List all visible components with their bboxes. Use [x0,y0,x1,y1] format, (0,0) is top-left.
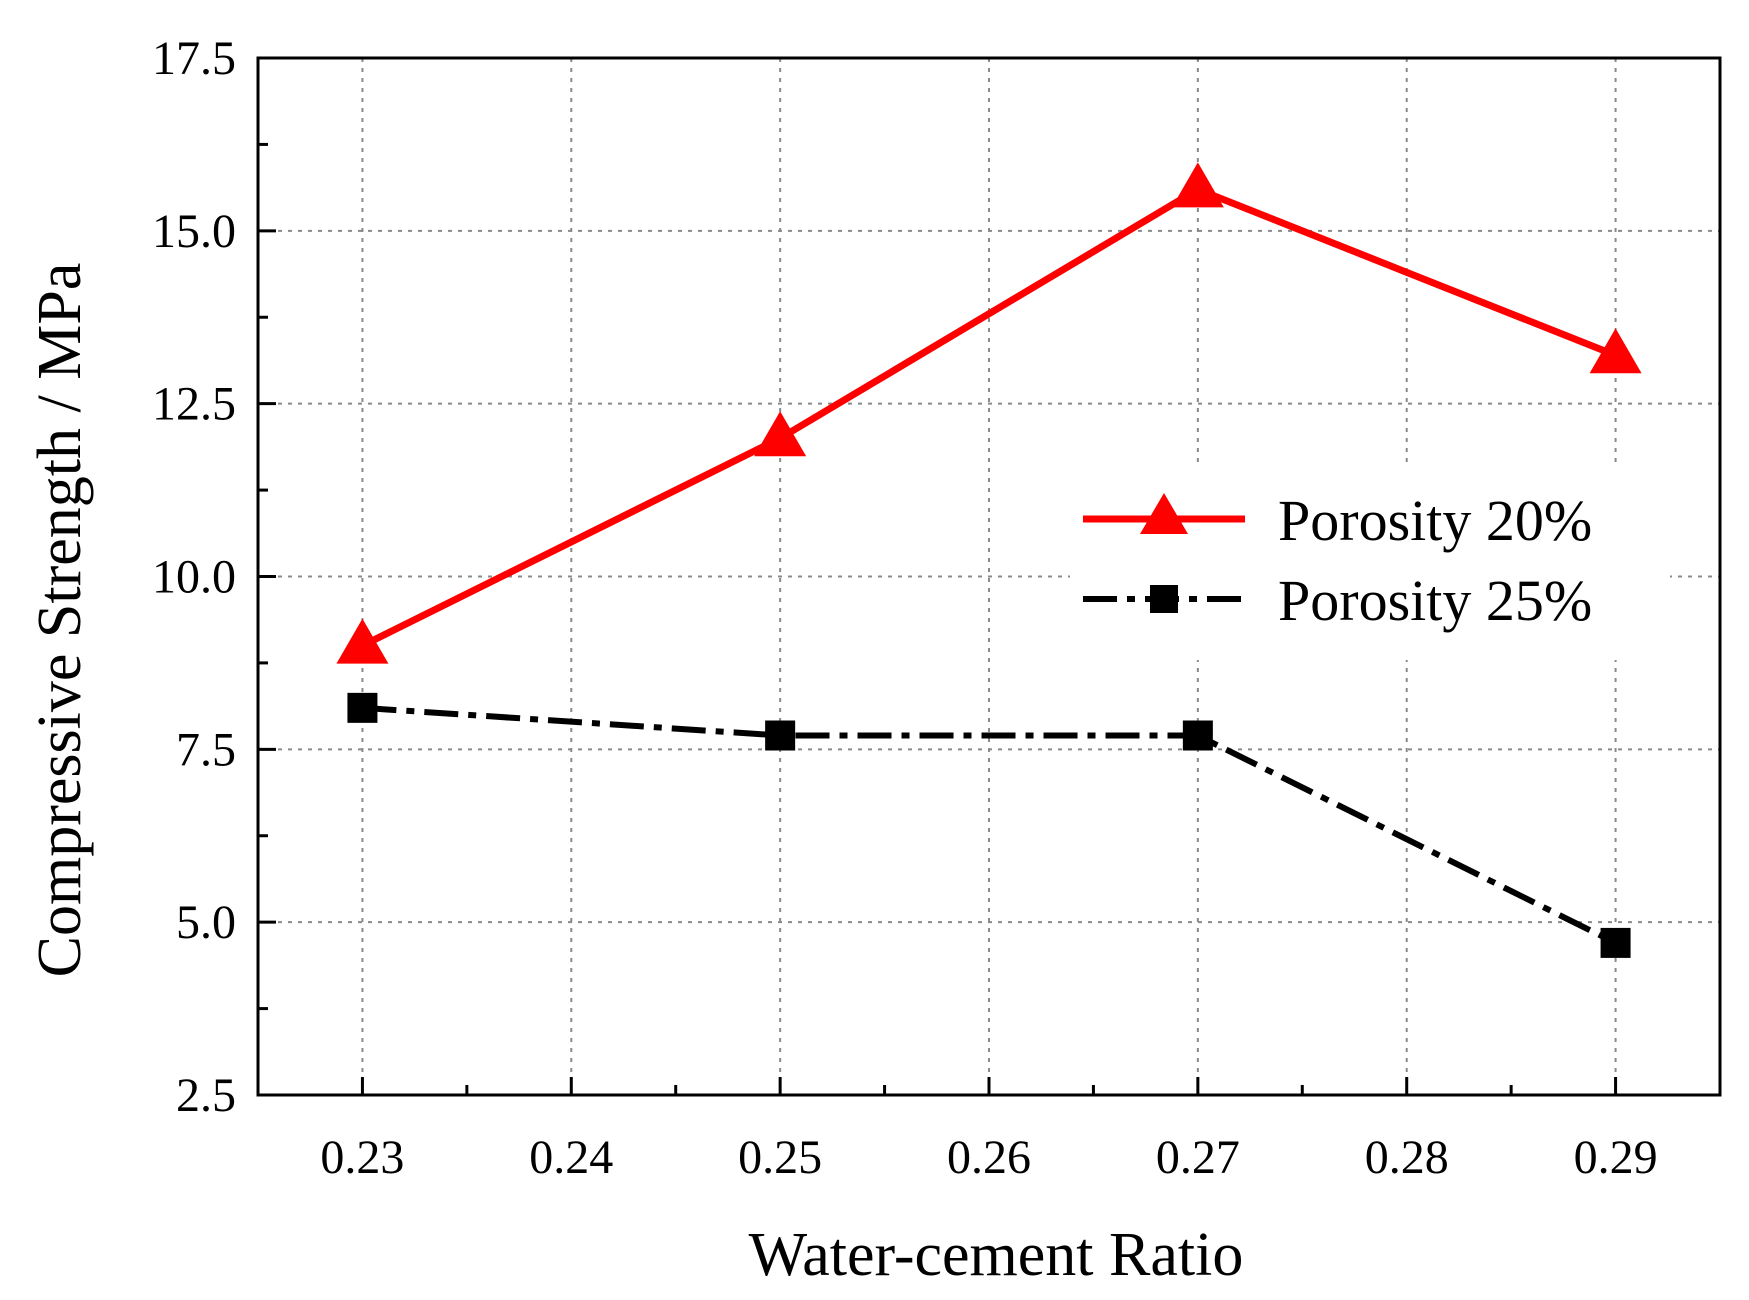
data-point-triangle [336,618,389,664]
data-point-triangle [1171,162,1224,208]
x-tick-label: 0.29 [1574,1131,1658,1184]
y-tick-label: 17.5 [152,32,236,85]
legend: Porosity 20% Porosity 25% [1070,465,1670,660]
x-tick-label: 0.26 [947,1131,1031,1184]
legend-triangle-marker-icon [1140,493,1188,534]
axis-ticks [258,56,1618,1097]
x-tick-label: 0.24 [529,1131,613,1184]
series-line-0 [360,185,1617,649]
data-point-square [1182,720,1213,751]
series-line-1 [362,704,1617,946]
legend-label-porosity-20: Porosity 20% [1278,488,1592,553]
y-tick-label: 7.5 [176,723,236,776]
y-tick-label: 12.5 [152,378,236,431]
y-tick-labels: 2.5 5.0 7.5 10.0 12.5 15.0 17.5 [152,32,236,1122]
x-tick-label: 0.25 [738,1131,822,1184]
y-axis-title: Compressive Strength / MPa [26,263,94,978]
y-tick-label: 15.0 [152,205,236,258]
y-tick-label: 2.5 [176,1069,236,1122]
data-point-triangle [1589,328,1642,374]
x-tick-labels: 0.23 0.24 0.25 0.26 0.27 0.28 0.29 [320,1131,1657,1184]
x-axis-title: Water-cement Ratio [749,1221,1244,1289]
legend-background [1070,465,1670,660]
x-tick-label: 0.23 [320,1131,404,1184]
legend-label-porosity-25: Porosity 25% [1278,568,1592,633]
data-point-triangle [754,411,807,457]
data-point-square [347,692,378,723]
data-point-square [1600,927,1631,958]
legend-square-marker-icon [1150,585,1178,613]
data-point-square [765,720,796,751]
x-tick-label: 0.28 [1365,1131,1449,1184]
y-tick-label: 10.0 [152,551,236,604]
markers [336,162,1642,958]
y-tick-label: 5.0 [176,896,236,949]
series-layer [360,185,1617,946]
x-tick-label: 0.27 [1156,1131,1240,1184]
